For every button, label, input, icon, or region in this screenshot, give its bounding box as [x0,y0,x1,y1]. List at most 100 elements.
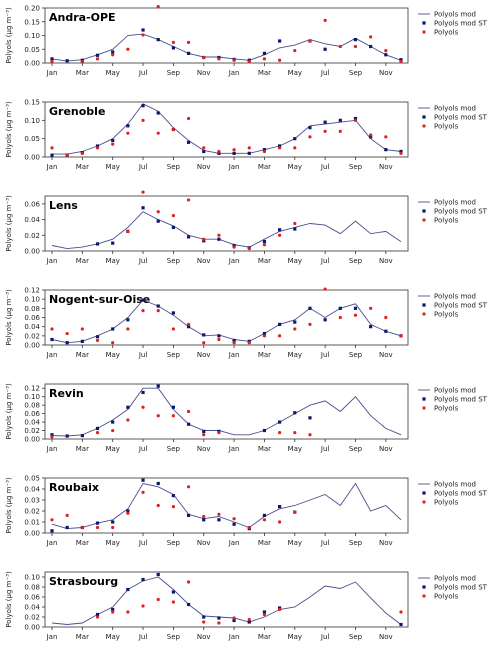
legend-label: Polyols [434,593,459,601]
point-polyols-mod-st [202,518,206,522]
x-tick-label: Nov [197,163,211,171]
point-polyols [156,5,160,9]
point-polyols-mod-st [262,331,267,336]
point-polyols-mod-st [308,306,312,310]
point-polyols-mod-st [217,616,221,620]
panel-title: Strasbourg [49,575,118,588]
point-polyols-mod-st [80,339,84,343]
legend-label: Polyols mod ST [434,208,488,216]
point-polyols-mod-st [156,304,160,308]
series-line-polyols-mod [51,387,402,437]
y-tick-label: 0.15 [24,99,40,107]
point-polyols-mod-st [65,525,69,530]
point-polyols-mod-st [65,59,69,63]
point-polyols-mod-st [262,51,267,55]
legend-label: Polyols mod ST [434,396,488,404]
point-polyols [95,525,100,530]
series-line-polyols-mod [51,482,402,530]
point-polyols-mod-st [323,318,327,322]
y-axis-label: Polyols (µg m⁻³) [5,289,13,346]
x-tick-label: May [105,351,119,359]
x-tick-label: Mar [76,539,89,547]
y-tick-label: 0.05 [24,475,40,483]
x-tick-label: May [105,69,119,77]
point-polyols [278,607,282,612]
y-tick-label: 0.04 [24,419,40,427]
y-tick-label: 0.04 [24,486,40,494]
point-polyols-mod-st [323,120,327,124]
y-tick-label: 0.03 [24,497,40,505]
point-polyols [141,604,145,608]
legend-swatch-mod-st [422,585,426,589]
legend-swatch-obs [422,312,426,316]
x-tick-label: Jan [228,69,240,77]
point-polyols [232,148,236,152]
point-polyols-mod-st [141,478,145,482]
point-polyols-mod-st [141,206,145,210]
point-polyols [278,334,282,338]
x-tick-label: Sep [349,351,363,359]
point-polyols [80,60,84,64]
point-polyols [171,505,175,509]
point-polyols [308,135,312,139]
point-polyols-mod-st [186,325,191,329]
point-polyols [217,621,221,625]
y-tick-label: 0.08 [24,402,40,410]
point-polyols [399,610,403,614]
point-polyols-mod-st [80,434,84,438]
legend-swatch-mod-st [422,397,426,401]
point-polyols [369,133,373,137]
y-tick-label: 0.06 [24,410,40,418]
point-polyols [171,414,175,418]
point-polyols-mod-st [65,434,69,438]
point-polyols [384,49,388,53]
x-tick-label: Nov [197,539,211,547]
point-polyols [186,116,191,121]
legend-swatch-mod-st [422,491,426,495]
point-polyols [171,214,175,218]
point-polyols-mod-st [338,306,342,310]
point-polyols [399,151,403,155]
point-polyols [262,149,267,154]
point-polyols [262,334,267,338]
point-polyols-mod-st [50,433,54,437]
point-polyols-mod-st [111,327,115,331]
point-polyols-mod-st [126,124,130,128]
point-polyols [278,233,282,237]
x-tick-label: Sep [349,445,363,453]
x-tick-label: May [288,163,302,171]
point-polyols-mod-st [399,622,403,627]
panel-strasbourg: 0.00 0.02 0.04 0.06 0.08 0.10 Jan Mar May Jul Sep N… [5,571,488,641]
x-tick-label: Nov [379,69,393,77]
point-polyols [186,322,191,326]
point-polyols-mod-st [111,50,115,54]
x-tick-label: Mar [76,633,89,641]
x-tick-label: Sep [349,257,363,265]
x-tick-label: May [105,163,119,171]
point-polyols [293,221,297,226]
point-polyols [308,39,312,43]
point-polyols [156,309,160,313]
point-polyols-mod-st [399,58,403,62]
point-polyols [95,57,100,61]
y-tick-label: 0.05 [24,135,40,143]
panel-title: Nogent-sur-Oise [49,293,150,306]
point-polyols [186,198,191,202]
panel-lens: 0.00 0.02 0.04 0.06 Jan Mar May Jul Sep Nov Jan Mar… [5,190,488,265]
point-polyols [308,322,312,326]
point-polyols-mod-st [111,241,115,245]
point-polyols-mod-st [50,153,54,157]
point-polyols [247,617,251,622]
point-polyols-mod-st [262,239,267,244]
point-polyols-mod-st [171,494,175,498]
point-polyols-mod-st [247,620,251,624]
y-tick-label: 0.00 [24,436,40,444]
point-polyols [338,44,342,49]
point-polyols-mod-st [126,509,130,513]
x-tick-label: Sep [167,445,181,453]
x-tick-label: May [288,351,302,359]
legend-label: Polyols mod ST [434,114,488,122]
point-polyols [156,597,160,602]
point-polyols [126,131,130,135]
